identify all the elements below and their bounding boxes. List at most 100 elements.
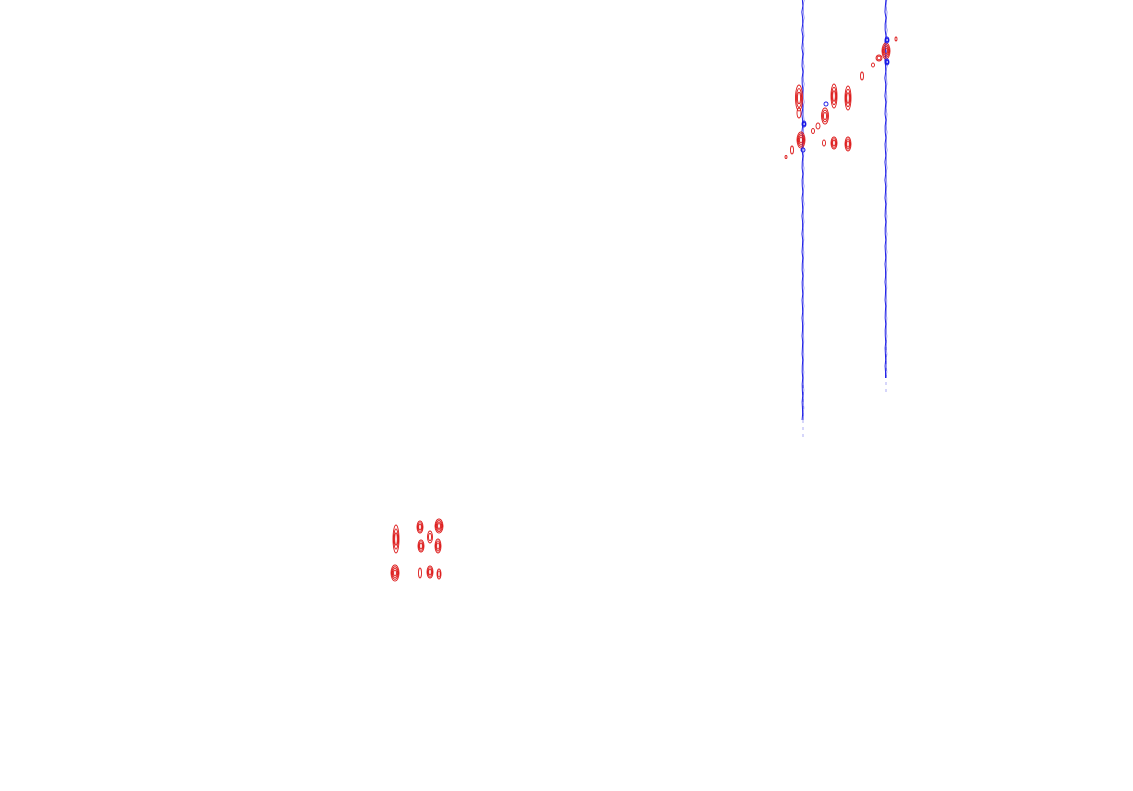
contour-level xyxy=(832,139,836,147)
contour-level xyxy=(391,566,399,580)
contour-level xyxy=(821,107,829,125)
positive-peak-22 xyxy=(427,530,433,544)
contour-level xyxy=(796,131,806,149)
contour-level xyxy=(394,532,398,546)
contour-level xyxy=(417,522,423,532)
contour-level xyxy=(883,46,889,56)
contour-level xyxy=(435,540,441,552)
positive-peak-4 xyxy=(790,145,794,155)
contour-level xyxy=(419,542,423,550)
contour-level xyxy=(815,122,821,130)
contour-level xyxy=(418,523,422,531)
contour-level xyxy=(797,133,805,147)
contour-level xyxy=(436,542,440,550)
negative-trace-tail xyxy=(885,389,887,392)
positive-peak-16 xyxy=(875,54,883,62)
positive-peak-8 xyxy=(811,128,815,134)
positive-contour-layer xyxy=(390,36,898,582)
contour-level xyxy=(822,111,828,121)
contour-level xyxy=(885,37,889,43)
negative-trace-tail xyxy=(885,347,887,350)
contour-level xyxy=(434,538,442,554)
contour-level xyxy=(822,139,826,147)
positive-peak-10 xyxy=(844,85,852,111)
negative-trace-line xyxy=(802,0,805,421)
positive-peak-24 xyxy=(434,538,442,554)
contour-level xyxy=(434,518,444,534)
contour-level xyxy=(801,120,807,128)
contour-level xyxy=(811,128,815,134)
positive-peak-6 xyxy=(821,107,829,125)
contour-level xyxy=(822,109,828,123)
negative-trace-tail xyxy=(885,375,887,378)
negative-trace-1 xyxy=(801,0,805,437)
positive-peak-20 xyxy=(416,520,424,534)
contour-level xyxy=(844,136,852,152)
contour-level xyxy=(796,91,802,105)
positive-peak-17 xyxy=(871,62,875,68)
negative-knot-4 xyxy=(823,101,829,107)
positive-peak-3 xyxy=(796,131,806,149)
contour-level xyxy=(845,138,851,150)
contour-level xyxy=(392,568,398,578)
positive-peak-25 xyxy=(390,564,400,582)
negative-trace-tail xyxy=(802,427,804,430)
contour-level xyxy=(435,520,443,532)
positive-peak-23 xyxy=(434,518,444,534)
contour-level xyxy=(436,521,442,531)
negative-contour-layer xyxy=(800,36,890,153)
contour-level xyxy=(796,107,802,119)
contour-level xyxy=(831,86,837,106)
contour-level xyxy=(831,138,837,148)
contour-level xyxy=(860,71,864,81)
contour-level xyxy=(390,564,400,582)
contour-level xyxy=(427,530,433,544)
negative-trace-tail xyxy=(885,368,887,371)
contour-level xyxy=(884,47,888,55)
contour-level xyxy=(832,90,836,102)
negative-trace-tail xyxy=(802,392,804,395)
contour-level xyxy=(428,568,432,576)
negative-trace-line xyxy=(885,0,888,379)
contour-level xyxy=(894,36,898,42)
contour-level xyxy=(830,136,838,150)
positive-peak-18 xyxy=(894,36,898,42)
contour-level xyxy=(427,567,433,577)
positive-peak-28 xyxy=(436,568,442,580)
negative-knot-1 xyxy=(801,120,807,128)
contour-level xyxy=(798,135,804,145)
contour-level xyxy=(428,532,432,542)
negative-trace-tail xyxy=(885,361,887,364)
positive-peak-9 xyxy=(830,83,838,109)
positive-peak-19 xyxy=(392,524,400,554)
positive-peak-21 xyxy=(417,539,425,553)
negative-trace-tail xyxy=(802,385,804,388)
negative-trace-tail xyxy=(802,399,804,402)
contour-level xyxy=(823,101,829,107)
contour-level xyxy=(802,121,806,127)
negative-knot-2 xyxy=(884,36,890,44)
contour-level xyxy=(437,523,441,529)
contour-level xyxy=(393,528,399,550)
contour-level xyxy=(416,520,424,534)
negative-trace-tail xyxy=(802,406,804,409)
contour-level xyxy=(784,155,788,159)
contour-level xyxy=(392,524,400,554)
negative-trace-tail xyxy=(885,354,887,357)
contour-level xyxy=(418,567,422,579)
contour-level xyxy=(885,59,889,65)
contour-level xyxy=(875,54,883,62)
contour-level xyxy=(846,92,850,104)
contour-level xyxy=(799,136,803,144)
positive-peak-12 xyxy=(830,136,838,150)
contour-level xyxy=(884,58,890,66)
contour-level xyxy=(393,569,397,577)
positive-peak-7 xyxy=(815,122,821,130)
contour-level xyxy=(830,83,838,109)
positive-peak-27 xyxy=(426,565,434,579)
contour-level xyxy=(871,62,875,68)
positive-peak-5 xyxy=(784,155,788,159)
positive-peak-26 xyxy=(418,567,422,579)
contour-level xyxy=(876,55,882,61)
